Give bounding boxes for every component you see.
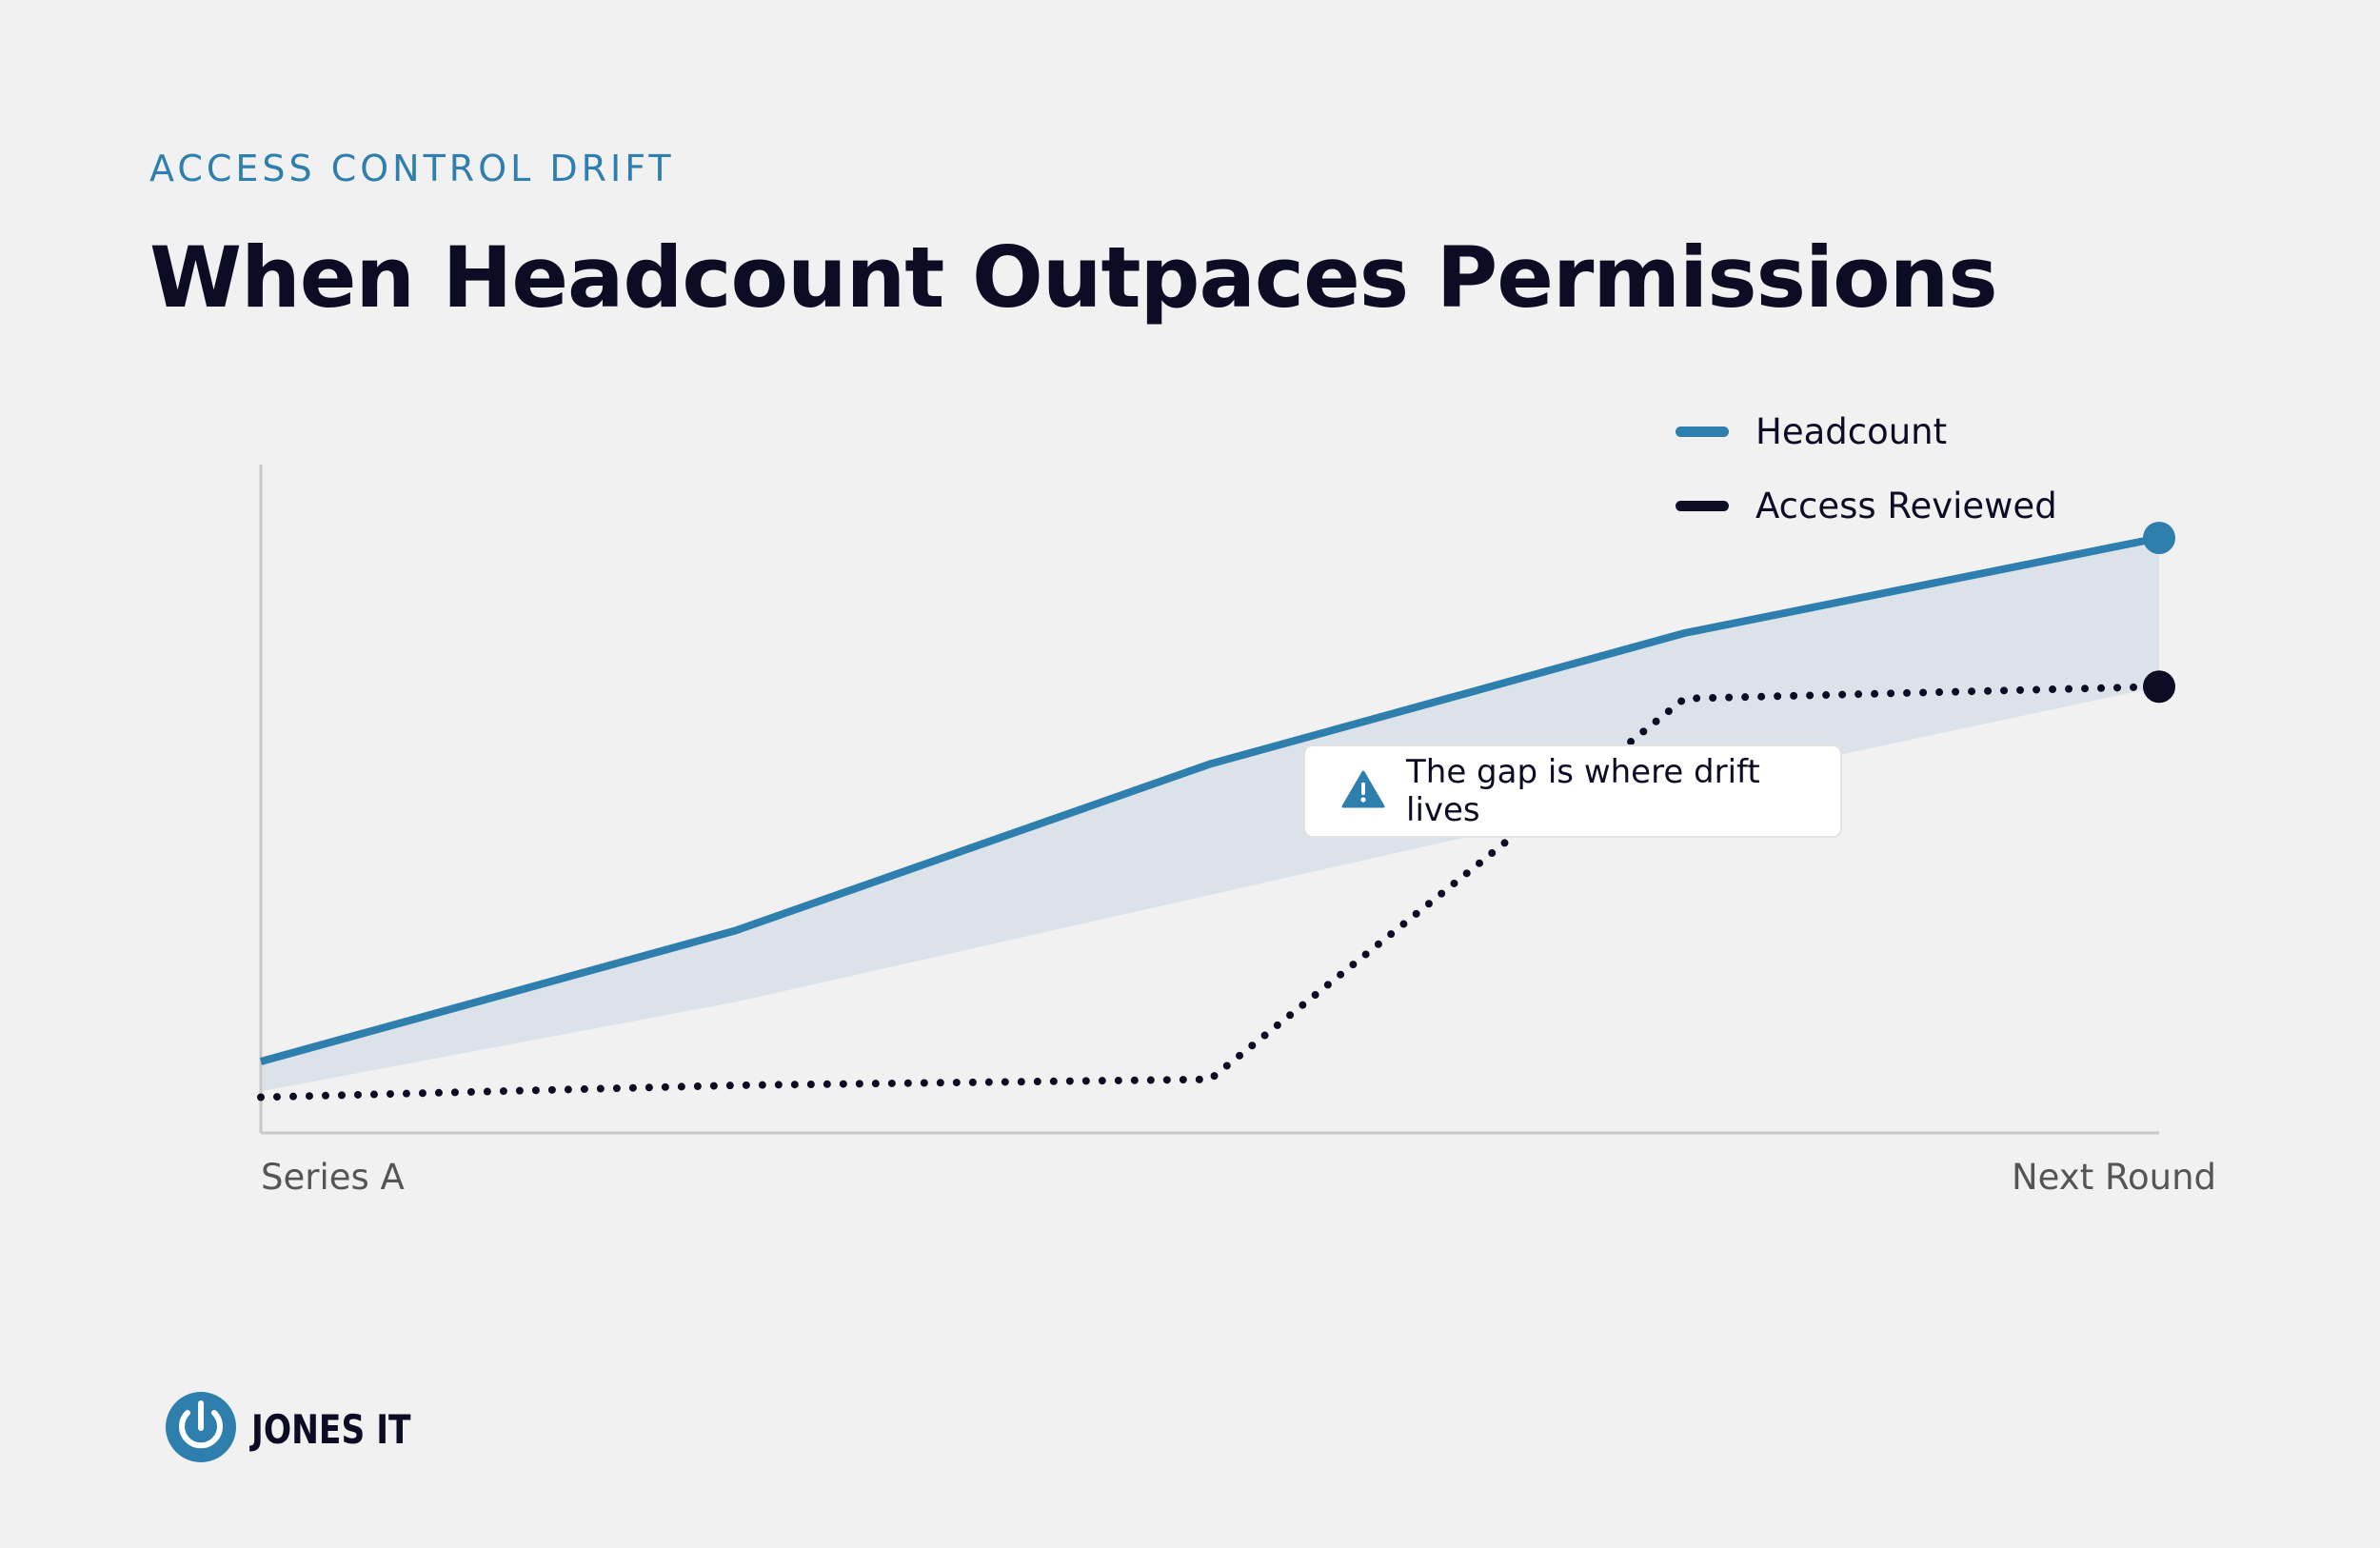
callout-text: The gap is where drift lives: [1406, 753, 1760, 829]
legend-label-access: Access Reviewed: [1755, 485, 2057, 526]
series-line-access-reviewed: [257, 683, 2163, 1101]
logo-text: JONES IT: [251, 1406, 411, 1453]
end-point-headcount: [2143, 522, 2175, 554]
chart-title: When Headcount Outpaces Permissions: [149, 228, 1998, 327]
legend-swatch-access: [1676, 500, 1729, 511]
x-tick-label-start: Series A: [261, 1157, 405, 1198]
end-point-access-reviewed: [2143, 670, 2175, 704]
series-line-headcount: [259, 534, 2160, 1065]
legend-item-headcount: Headcount: [1676, 407, 1947, 455]
legend-label-headcount: Headcount: [1755, 410, 1948, 452]
eyebrow-label: ACCESS CONTROL DRIFT: [149, 148, 675, 189]
x-tick-label-end: Next Round: [2012, 1157, 2217, 1198]
warning-icon: [1341, 770, 1385, 813]
gap-band-area: [261, 538, 2159, 1092]
power-icon: [164, 1390, 238, 1469]
legend-item-access: Access Reviewed: [1676, 482, 2057, 529]
gap-callout: The gap is where drift lives: [1303, 744, 1842, 838]
company-logo: JONES IT: [164, 1390, 446, 1469]
legend-swatch-headcount: [1676, 426, 1729, 437]
